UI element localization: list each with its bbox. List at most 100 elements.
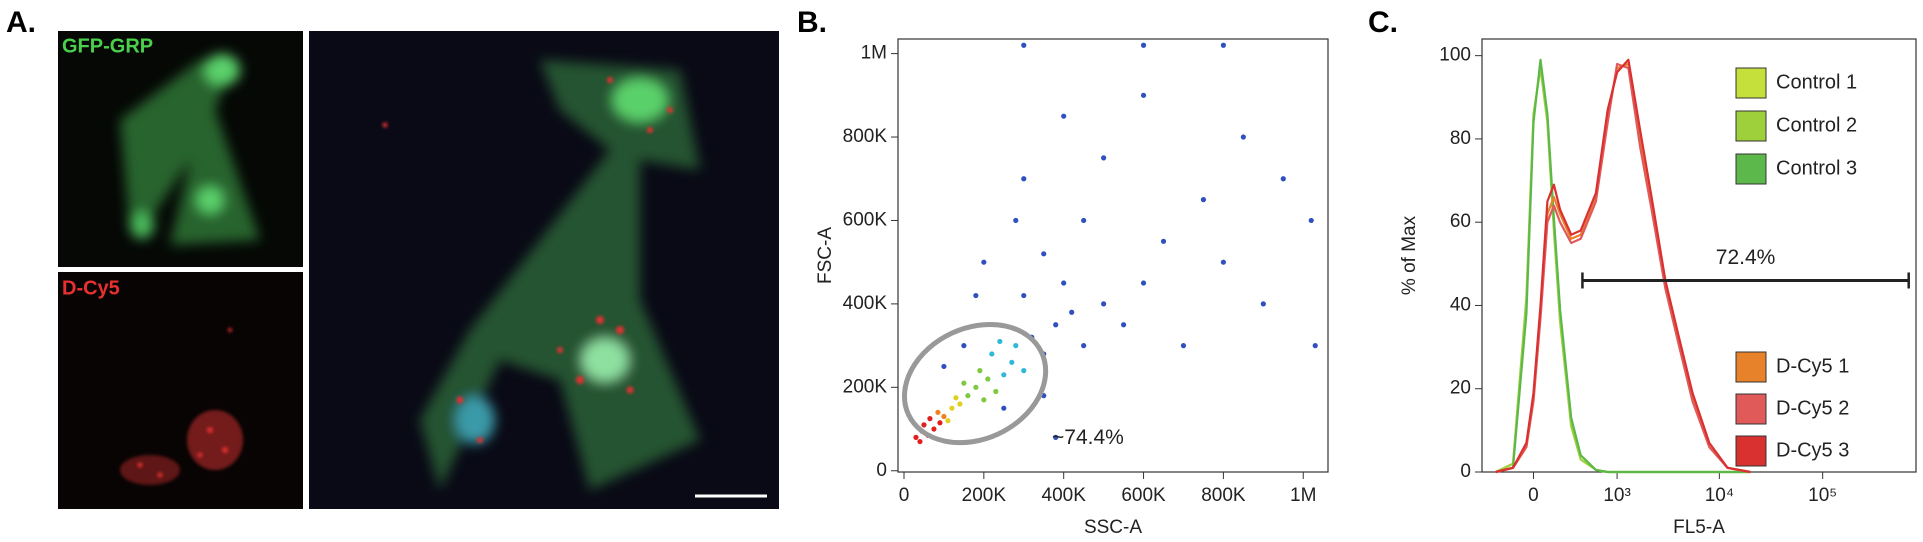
legend-swatch: [1735, 153, 1767, 185]
point: [937, 420, 943, 426]
point: [1053, 322, 1059, 328]
point: [1001, 405, 1007, 411]
y-tick-label: 100: [1439, 45, 1471, 66]
plot-frame: [897, 38, 1329, 473]
x-axis-title: SSC-A: [1084, 517, 1142, 538]
x-tick-label: 600K: [1121, 485, 1166, 506]
legend-label: Control 3: [1776, 157, 1857, 179]
point: [945, 418, 951, 424]
point: [1041, 251, 1047, 257]
cy5-image: [58, 272, 303, 509]
point: [1101, 155, 1107, 161]
point: [973, 384, 979, 390]
point: [989, 351, 995, 357]
point: [1013, 217, 1019, 224]
point: [985, 376, 991, 382]
series-line: [1495, 58, 1751, 474]
panel-label: C.: [1368, 6, 1398, 39]
legend-label: D-Cy5 2: [1776, 397, 1849, 419]
point: [1061, 280, 1067, 286]
point: [981, 397, 987, 403]
point: [949, 405, 955, 411]
point: [993, 388, 999, 395]
panel-label: B.: [797, 6, 827, 39]
y-axis-title: FSC-A: [815, 227, 836, 284]
point: [1021, 42, 1027, 48]
point: [961, 343, 967, 349]
legend-swatch: [1735, 351, 1767, 383]
point: [1009, 359, 1015, 365]
point: [913, 434, 919, 440]
point: [1101, 301, 1107, 307]
point: [1308, 217, 1314, 224]
series-line: [1495, 58, 1751, 474]
merge-cells: [420, 60, 700, 490]
gate-label: ~74.4%: [1052, 426, 1124, 449]
y-tick-label: 400K: [843, 293, 888, 314]
panel-label: A.: [6, 6, 36, 39]
point: [1081, 217, 1087, 224]
gate-label: 72.4%: [1716, 246, 1776, 269]
gate: [901, 321, 1049, 446]
x-tick-label: 200K: [962, 485, 1007, 506]
point: [917, 438, 923, 445]
point: [957, 401, 963, 407]
x-tick-label: 10³: [1603, 485, 1630, 506]
point: [977, 368, 983, 374]
y-axis-title: % of Max: [1399, 215, 1420, 295]
merge-puncta: [382, 77, 673, 443]
point: [1120, 322, 1127, 328]
image-label: D-Cy5: [62, 277, 120, 299]
y-tick-label: 1M: [861, 43, 887, 64]
point: [931, 426, 937, 432]
y-tick-label: 40: [1450, 294, 1471, 315]
point: [997, 338, 1003, 345]
point: [1280, 176, 1286, 182]
x-tick-label: 10⁴: [1705, 485, 1734, 506]
point: [961, 380, 967, 386]
point: [1081, 343, 1087, 349]
point: [1260, 301, 1266, 307]
y-tick-label: 0: [1460, 461, 1471, 482]
x-tick-label: 0: [899, 485, 910, 506]
y-tick-label: 800K: [843, 126, 888, 147]
point: [1312, 343, 1318, 349]
point: [927, 416, 933, 422]
point: [1140, 280, 1147, 286]
y-tick-label: 600K: [843, 209, 888, 230]
x-tick-label: 10⁵: [1808, 485, 1837, 506]
cy5-puncta: [120, 328, 243, 485]
point: [1021, 368, 1027, 374]
y-tick-label: 20: [1450, 378, 1471, 399]
point: [965, 393, 971, 399]
point: [1069, 309, 1075, 315]
point: [973, 292, 979, 299]
point: [935, 409, 941, 415]
point: [1160, 238, 1167, 244]
y-tick-label: 80: [1450, 128, 1471, 149]
point: [1013, 343, 1019, 349]
point: [1220, 259, 1226, 265]
point: [1180, 343, 1187, 349]
point: [953, 395, 959, 401]
legend-label: Control 1: [1776, 71, 1857, 93]
x-tick-label: 0: [1528, 485, 1539, 506]
point: [981, 259, 987, 265]
point: [1021, 292, 1027, 299]
legend-swatch: [1735, 67, 1767, 99]
legend-label: Control 2: [1776, 114, 1857, 136]
point: [941, 363, 947, 370]
point: [1001, 372, 1007, 378]
x-tick-label: 400K: [1042, 485, 1087, 506]
x-tick-label: 1M: [1290, 485, 1316, 506]
gfp-cells: [120, 54, 260, 245]
legend-label: D-Cy5 3: [1776, 439, 1849, 461]
point: [1021, 176, 1027, 182]
point: [1053, 434, 1059, 440]
legend-swatch: [1735, 110, 1767, 142]
x-tick-label: 800K: [1201, 485, 1246, 506]
y-tick-label: 200K: [843, 376, 888, 397]
point: [1200, 197, 1207, 203]
y-tick-label: 0: [876, 460, 887, 481]
